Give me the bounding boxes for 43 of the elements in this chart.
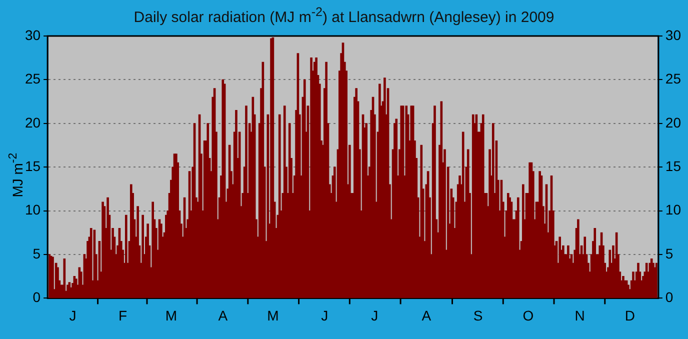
x-tick-label: J	[321, 307, 328, 324]
bar	[136, 206, 139, 298]
y2-tick-label: 15	[665, 158, 682, 174]
y2-tick-label: 10	[665, 202, 682, 218]
y2-tick-label: 20	[665, 114, 682, 130]
bar	[325, 62, 328, 298]
y-tick-label: 15	[24, 158, 41, 174]
y-tick-label: 0	[32, 289, 41, 306]
bar	[90, 228, 92, 298]
bar	[395, 118, 398, 298]
x-tick-label: J	[69, 307, 76, 324]
y2-tick-label: 25	[665, 70, 682, 87]
x-tick-label: M	[267, 307, 279, 324]
x-tick-label: D	[624, 307, 635, 324]
x-tick-label: M	[165, 307, 178, 324]
x-tick-label: N	[574, 307, 585, 324]
x-tick-label: J	[371, 307, 378, 324]
x-tick-label: A	[218, 307, 228, 324]
bar	[152, 202, 154, 298]
bar	[608, 250, 612, 298]
y2-tick-label: 5	[665, 245, 674, 262]
bar	[584, 236, 586, 298]
bar	[440, 101, 443, 298]
bar	[558, 236, 562, 298]
y2-tick-label: 0	[665, 289, 674, 306]
y-tick-label: 30	[24, 26, 41, 43]
x-tick-label: A	[422, 307, 432, 324]
chart-title: Daily solar radiation (MJ m$^{-2}$) at Llansadwrn (Anglesey) in 2009	[132, 5, 556, 26]
bar	[142, 214, 144, 298]
bar	[146, 224, 149, 298]
bar	[56, 267, 59, 298]
x-tick-label: S	[473, 307, 483, 324]
y-tick-label: 20	[24, 114, 41, 130]
y-tick-label: 5	[32, 245, 41, 262]
bar	[206, 123, 210, 298]
y-tick-label: 25	[24, 70, 41, 87]
x-tick-label: F	[118, 307, 128, 324]
x-tick-label: O	[522, 307, 534, 324]
bar	[420, 144, 423, 298]
y2-tick-label: 30	[665, 26, 682, 43]
y-tick-label: 10	[24, 202, 41, 218]
bar	[434, 106, 436, 298]
bar	[594, 228, 596, 298]
